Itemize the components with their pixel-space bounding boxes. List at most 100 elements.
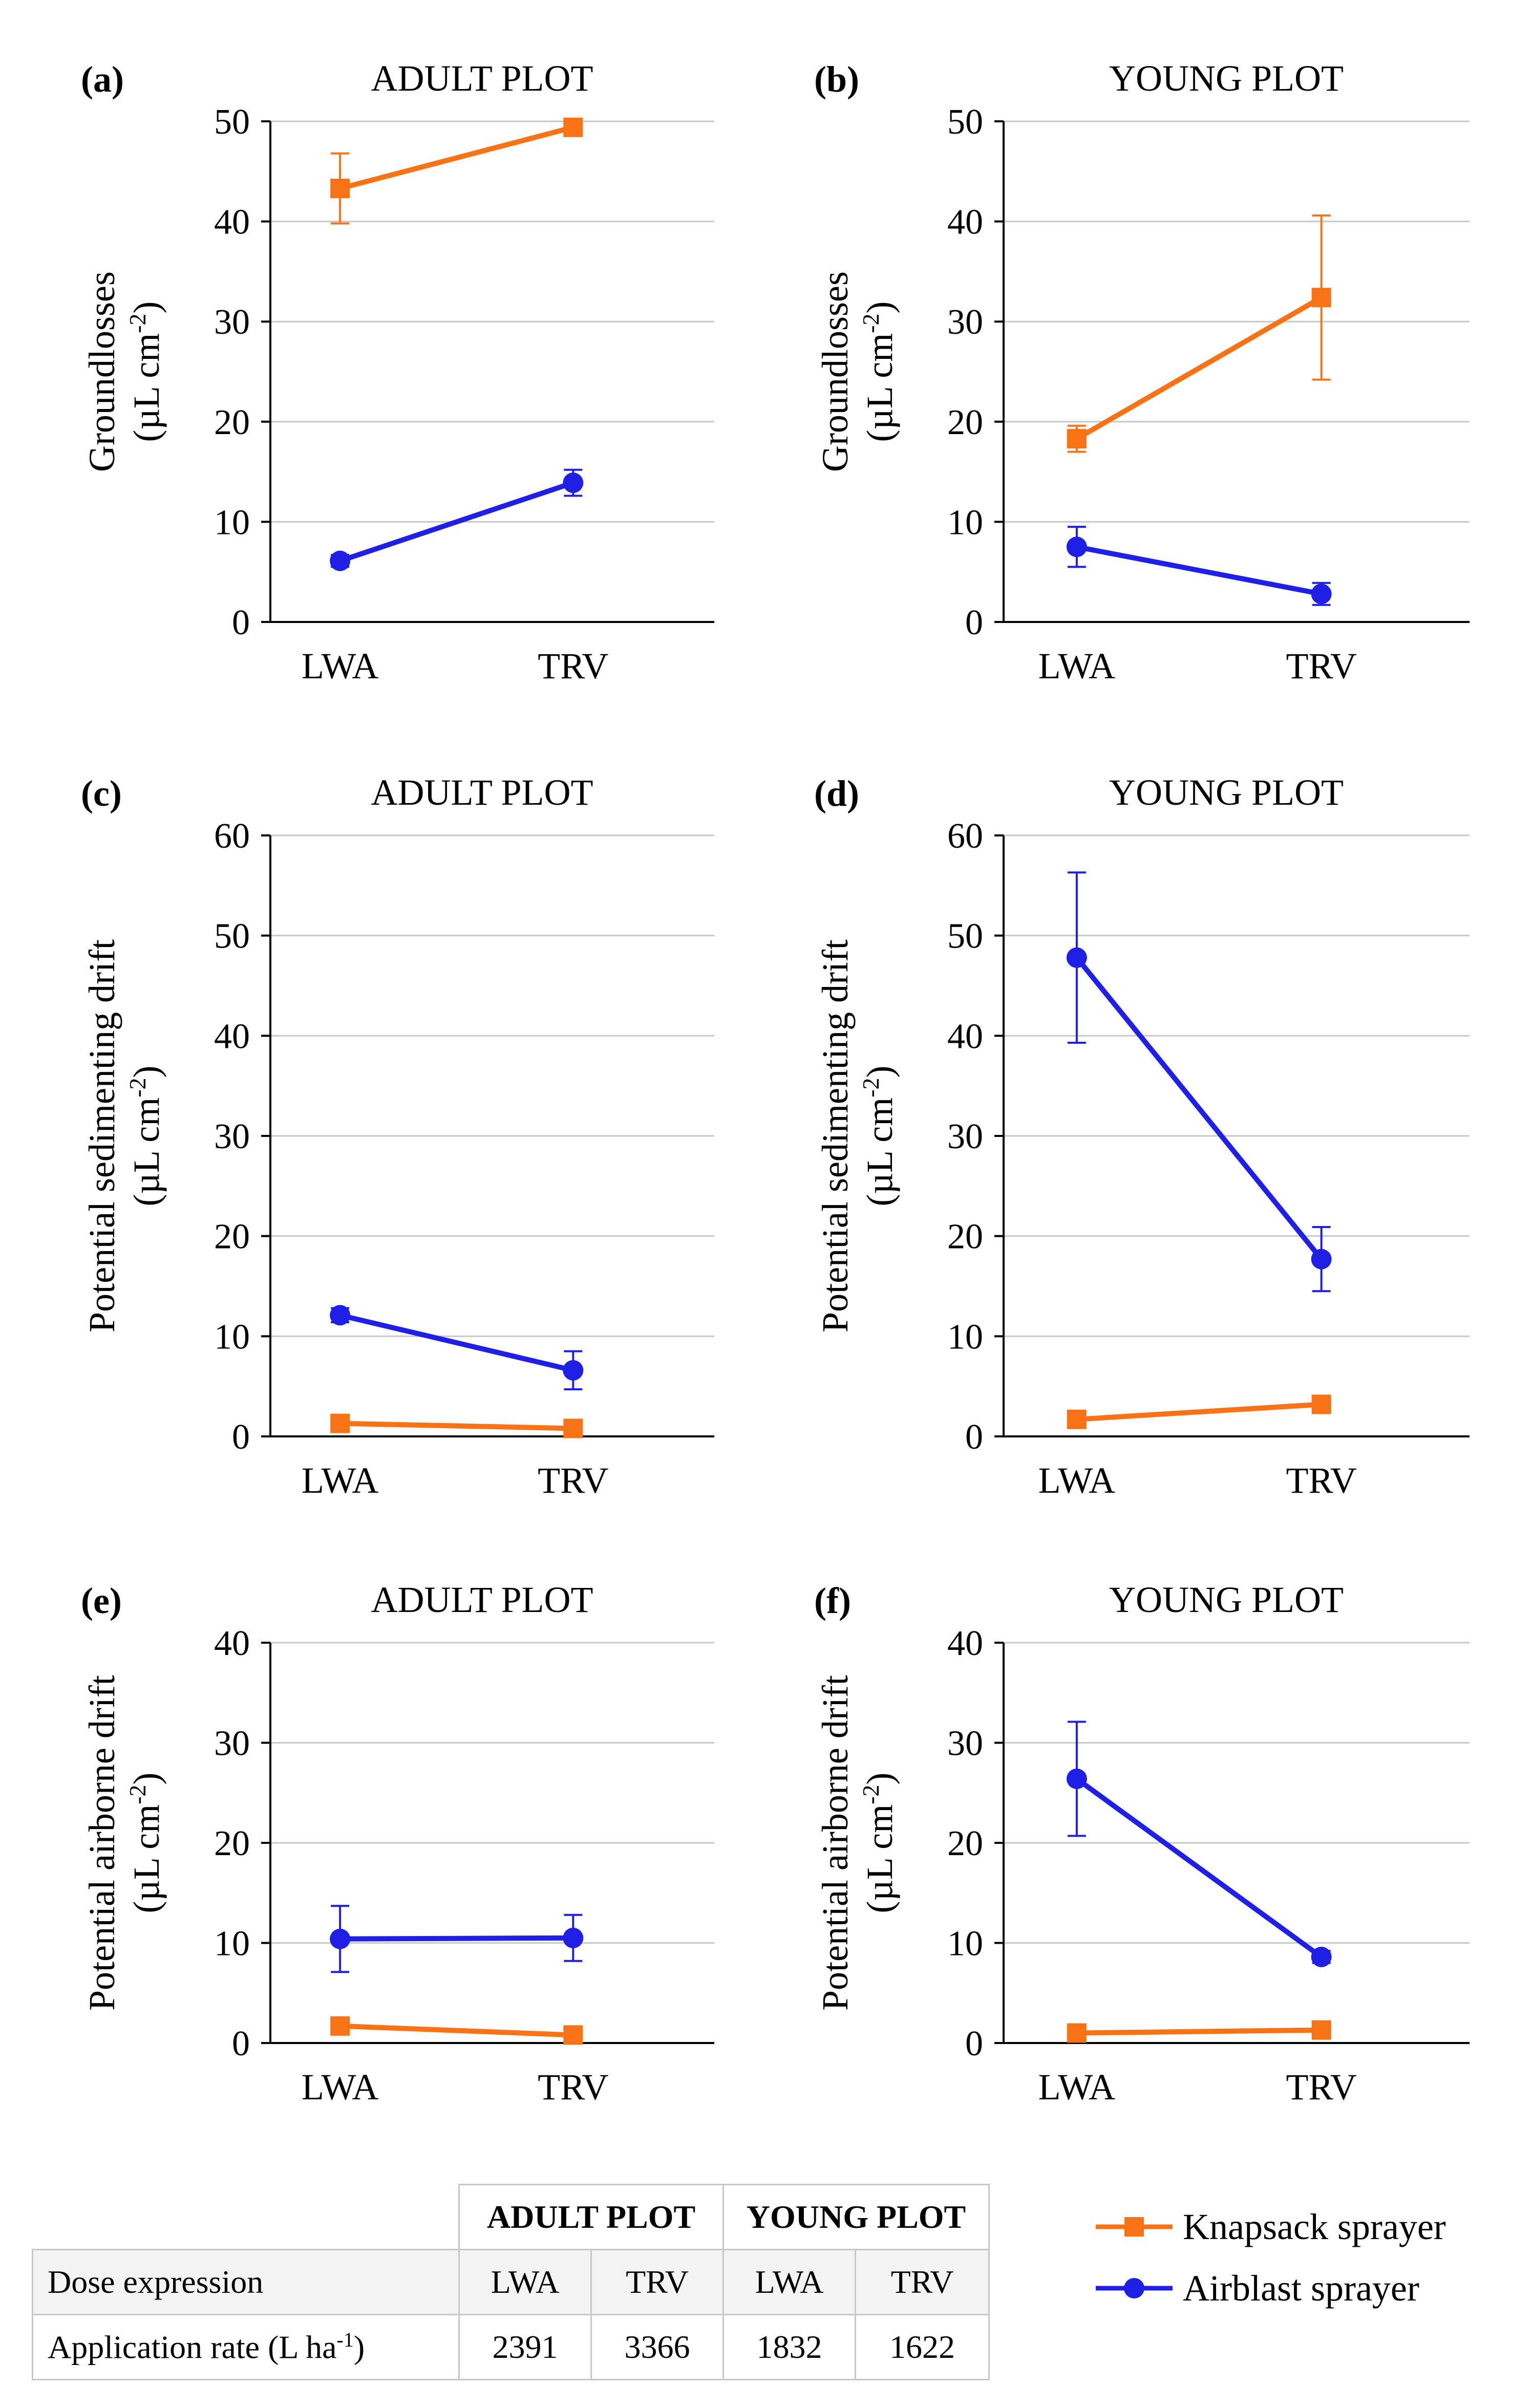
point-airblast-1 (563, 1360, 584, 1381)
panel-d: 0 10 20 30 40 50 60 LWA TRV YOUNG PLOT (d) Potentia… (814, 772, 1470, 1501)
point-knapsack-1 (563, 1418, 583, 1438)
series-airblast (1066, 1721, 1332, 1967)
table-header-adult: ADULT PLOT (458, 2184, 724, 2250)
y-tick-label-40: 40 (947, 1017, 983, 1056)
y-tick-label-0: 0 (232, 1417, 250, 1457)
y-unit-sup: -2 (858, 1784, 884, 1804)
y-tick-label-60: 60 (214, 816, 250, 856)
panel-title: YOUNG PLOT (1109, 58, 1344, 99)
point-knapsack-1 (1311, 1394, 1331, 1414)
panel-letter: (e) (81, 1580, 122, 1621)
point-airblast-0 (1066, 947, 1087, 968)
y-unit-text: (µL cm (859, 1098, 900, 1207)
panel-letter: (d) (814, 773, 859, 814)
y-unit-tail: ) (126, 301, 167, 313)
y-tick-label-20: 20 (947, 403, 983, 442)
y-tick-label-30: 30 (947, 1724, 983, 1764)
series-airblast (1066, 526, 1332, 606)
panel-title: YOUNG PLOT (1109, 772, 1344, 813)
y-tick-label-40: 40 (947, 1624, 983, 1663)
panel-title: ADULT PLOT (371, 58, 593, 99)
y-tick-label-20: 20 (214, 1824, 250, 1863)
point-knapsack-1 (563, 2025, 583, 2045)
series-line-knapsack (1076, 1402, 1322, 1422)
point-knapsack-1 (1311, 288, 1331, 308)
table-header-young: YOUNG PLOT (722, 2184, 990, 2250)
series-knapsack (1067, 1394, 1331, 1429)
y-tick-label-40: 40 (947, 203, 983, 242)
series-knapsack (330, 1413, 583, 1438)
y-tick-label-0: 0 (965, 1417, 983, 1457)
x-tick-label-lwa: LWA (302, 2067, 379, 2108)
y-tick-label-10: 10 (214, 1924, 250, 1964)
point-knapsack-0 (1067, 1409, 1087, 1429)
point-airblast-0 (330, 550, 351, 571)
panel-c: 0 10 20 30 40 50 60 LWA TRV ADULT PLOT (c) Potentia… (81, 772, 714, 1501)
table-corner (32, 2184, 460, 2250)
point-airblast-0 (330, 1928, 351, 1949)
cell-rate-young-trv: 1622 (855, 2314, 990, 2380)
y-tick-label-20: 20 (947, 1217, 983, 1257)
series-line-airblast (1075, 1776, 1323, 1959)
y-unit-text: (µL cm (859, 333, 900, 442)
y-unit-text: (µL cm (859, 1804, 900, 1913)
point-airblast-1 (1311, 1946, 1332, 1967)
series-knapsack (330, 117, 583, 225)
panel-b: 0 10 20 30 40 50 LWA TRV YOUNG PLOT (b) Groundloss… (814, 58, 1470, 686)
y-unit-tail: ) (859, 1772, 900, 1784)
y-axis-label: Groundlosses (815, 271, 856, 472)
panel-letter: (c) (81, 773, 122, 814)
y-axis-unit: (µL cm-2) (124, 301, 167, 442)
point-airblast-1 (563, 472, 584, 493)
panel-title: YOUNG PLOT (1109, 1579, 1344, 1620)
cell-dose-young-trv: TRV (855, 2249, 990, 2315)
series-line-airblast (339, 480, 574, 564)
point-knapsack-0 (330, 2016, 350, 2036)
point-knapsack-0 (330, 1413, 350, 1433)
y-axis-label: Potential airborne drift (81, 1675, 122, 2011)
point-knapsack-0 (330, 179, 350, 199)
y-axis-unit: (µL cm-2) (124, 1772, 167, 1913)
y-tick-label-40: 40 (214, 1017, 250, 1056)
legend-airblast-label: Airblast sprayer (1183, 2267, 1419, 2309)
x-tick-label-lwa: LWA (1038, 646, 1116, 686)
point-airblast-1 (563, 1927, 584, 1948)
series-line-knapsack (339, 124, 574, 191)
series-airblast (330, 468, 584, 571)
cell-dose-adult-trv: TRV (590, 2249, 724, 2315)
legend-knapsack-swatch (1096, 2217, 1173, 2237)
panel-title: ADULT PLOT (371, 772, 593, 813)
series-airblast (330, 1305, 584, 1391)
y-tick-label-30: 30 (214, 1117, 250, 1156)
cell-dose-young-lwa: LWA (722, 2249, 856, 2315)
y-tick-label-50: 50 (947, 917, 983, 956)
x-tick-label-trv: TRV (538, 2067, 608, 2108)
series-line-knapsack (1076, 2027, 1322, 2036)
panel-f: 0 10 20 30 40 LWA TRV YOUNG PLOT (f) Potential ai… (814, 1579, 1470, 2108)
series-line-airblast (1076, 544, 1322, 597)
row-label-dose: Dose expression (32, 2249, 460, 2315)
y-unit-sup: -2 (124, 313, 151, 333)
y-tick-label-60: 60 (947, 816, 983, 856)
series-knapsack (330, 2016, 583, 2045)
y-axis-unit: (µL cm-2) (858, 301, 900, 442)
y-unit-tail: ) (126, 1065, 167, 1078)
rate-label-tail: ) (353, 2329, 365, 2366)
y-tick-label-50: 50 (214, 917, 250, 956)
point-airblast-0 (1066, 536, 1087, 557)
y-tick-label-0: 0 (232, 2024, 250, 2063)
point-airblast-1 (1311, 584, 1332, 605)
y-tick-label-0: 0 (965, 2024, 983, 2063)
x-tick-label-trv: TRV (1286, 646, 1357, 686)
x-tick-label-trv: TRV (538, 646, 608, 686)
y-tick-label-40: 40 (214, 203, 250, 242)
y-tick-label-10: 10 (947, 503, 983, 542)
series-line-airblast (1074, 956, 1324, 1261)
rate-label-text: Application rate (L ha (48, 2329, 337, 2366)
point-knapsack-1 (1311, 2020, 1331, 2040)
y-tick-label-30: 30 (947, 1117, 983, 1156)
point-airblast-0 (1066, 1768, 1087, 1789)
x-tick-label-lwa: LWA (1038, 1460, 1116, 1501)
point-knapsack-1 (563, 117, 583, 137)
